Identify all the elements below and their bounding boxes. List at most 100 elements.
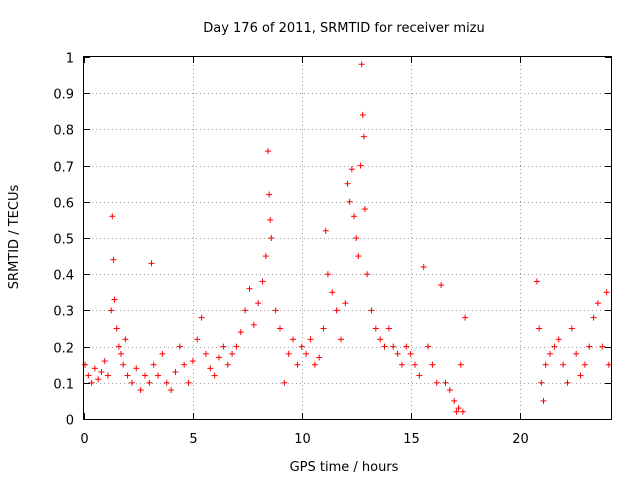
x-tick-label: 0 xyxy=(80,432,88,447)
y-tick-label: 0.6 xyxy=(53,197,74,212)
y-tick-label: 0.1 xyxy=(53,378,74,393)
y-tick-label: 0 xyxy=(66,414,74,429)
data-point xyxy=(118,350,125,357)
data-point xyxy=(542,361,549,368)
data-point xyxy=(110,256,117,263)
data-point xyxy=(453,408,460,415)
data-point xyxy=(324,271,331,278)
data-point xyxy=(560,361,567,368)
data-point xyxy=(536,325,543,332)
data-point xyxy=(137,387,144,394)
y-tick-label: 0.5 xyxy=(53,233,74,248)
data-point xyxy=(303,350,310,357)
data-point xyxy=(229,350,236,357)
data-point xyxy=(220,343,227,350)
data-point xyxy=(364,271,371,278)
data-point xyxy=(198,314,205,321)
data-point xyxy=(594,300,601,307)
data-point xyxy=(172,368,179,375)
data-point xyxy=(403,343,410,350)
data-point xyxy=(176,343,183,350)
data-point xyxy=(420,263,427,270)
data-point xyxy=(194,336,201,343)
data-point xyxy=(407,350,414,357)
data-point xyxy=(457,361,464,368)
data-point xyxy=(104,372,111,379)
data-point xyxy=(207,365,214,372)
data-point xyxy=(551,343,558,350)
data-point xyxy=(294,361,301,368)
data-point xyxy=(538,379,545,386)
data-point xyxy=(224,361,231,368)
data-point xyxy=(412,361,419,368)
data-point xyxy=(124,372,131,379)
data-point xyxy=(360,133,367,140)
data-point xyxy=(255,300,262,307)
data-point xyxy=(359,111,366,118)
data-point xyxy=(342,300,349,307)
data-point xyxy=(120,361,127,368)
data-point xyxy=(337,336,344,343)
data-point xyxy=(377,336,384,343)
plot-frame xyxy=(83,56,612,420)
data-point xyxy=(262,253,269,260)
data-point xyxy=(88,379,95,386)
data-point xyxy=(394,350,401,357)
data-point xyxy=(451,397,458,404)
data-point xyxy=(108,307,115,314)
y-tick-label: 0.4 xyxy=(53,269,74,284)
data-point xyxy=(368,307,375,314)
data-points xyxy=(82,61,612,415)
data-point xyxy=(211,372,218,379)
data-point xyxy=(307,336,314,343)
data-point xyxy=(540,397,547,404)
data-point xyxy=(233,343,240,350)
data-point xyxy=(95,376,102,383)
data-point xyxy=(381,343,388,350)
data-point xyxy=(155,372,162,379)
data-point xyxy=(111,296,118,303)
x-tick-label: 10 xyxy=(294,432,311,447)
axis-ticks: 00.10.20.30.40.50.60.70.80.910 5 10 15 20 xyxy=(53,52,611,447)
data-point xyxy=(603,289,610,296)
data-point xyxy=(329,289,336,296)
data-point xyxy=(346,198,353,205)
data-point xyxy=(568,325,575,332)
data-point xyxy=(216,354,223,361)
data-point xyxy=(98,368,105,375)
x-axis-label: GPS time / hours xyxy=(290,460,399,475)
data-point xyxy=(320,325,327,332)
data-point xyxy=(462,314,469,321)
data-point xyxy=(555,336,562,343)
data-point xyxy=(416,372,423,379)
y-tick-label: 1 xyxy=(66,52,74,67)
data-point xyxy=(605,361,612,368)
data-point xyxy=(581,361,588,368)
data-point xyxy=(586,343,593,350)
data-point xyxy=(285,350,292,357)
data-point xyxy=(237,329,244,336)
data-point xyxy=(358,61,365,68)
data-point xyxy=(355,253,362,260)
y-axis-label: SRMTID / TECUs xyxy=(7,185,22,290)
data-point xyxy=(189,358,196,365)
data-point xyxy=(351,213,358,220)
data-point xyxy=(185,379,192,386)
data-point xyxy=(115,343,122,350)
data-point xyxy=(344,180,351,187)
data-point xyxy=(82,361,89,368)
data-point xyxy=(267,216,274,223)
x-tick-label: 15 xyxy=(403,432,420,447)
data-point xyxy=(150,361,157,368)
data-point xyxy=(442,379,449,386)
data-point xyxy=(316,354,323,361)
data-point xyxy=(242,307,249,314)
data-point xyxy=(298,343,305,350)
data-point xyxy=(268,235,275,241)
data-point xyxy=(385,325,392,332)
y-tick-label: 0.9 xyxy=(53,88,74,103)
data-point xyxy=(446,387,453,394)
data-point xyxy=(272,307,279,314)
data-point xyxy=(322,227,329,234)
data-point xyxy=(122,336,129,343)
